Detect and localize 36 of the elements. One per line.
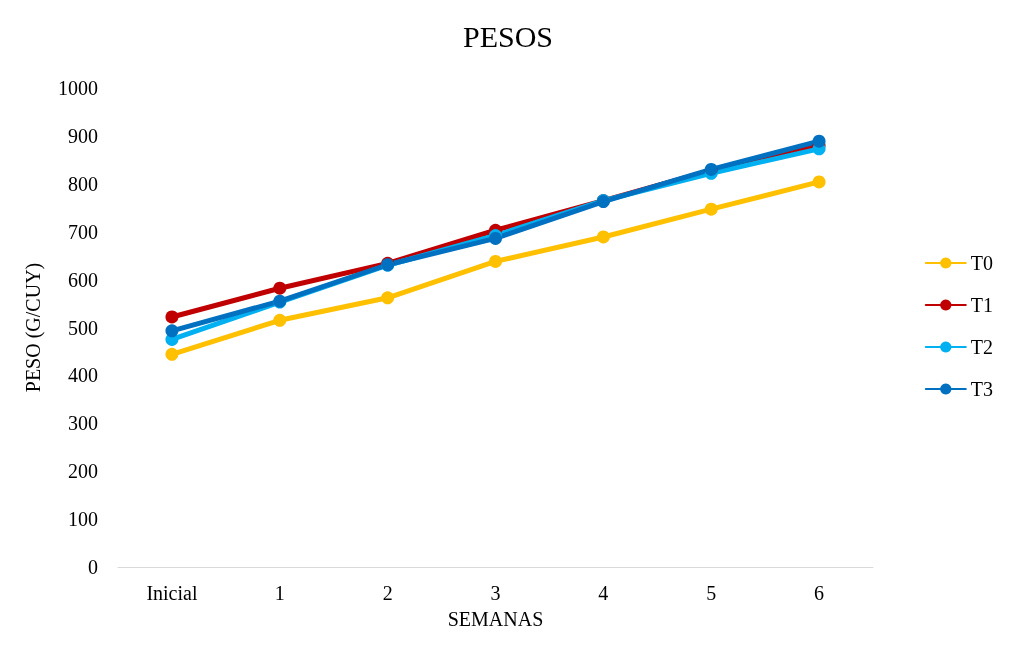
x-tick-label: 4 [598,582,609,604]
x-tick-label: Inicial [146,582,198,604]
point [165,347,179,361]
legend-label: T2 [970,336,993,358]
x-axis-title: SEMANAS [447,608,544,630]
point [381,291,395,305]
y-tick-label: 700 [68,220,98,243]
y-tick-label: 100 [68,508,98,531]
point [704,202,718,216]
y-axis-title: PESO (G/CUY) [22,262,45,393]
x-tick-label: 3 [490,582,501,604]
point [165,324,179,338]
y-tick-label: 0 [88,556,98,578]
x-tick-label: 1 [274,582,285,604]
y-tick-label: 600 [68,268,98,291]
y-tick-label: 500 [68,316,98,339]
x-tick-label: 5 [706,582,717,604]
point [165,310,179,324]
chart-title: PESOS [462,19,554,53]
y-tick-label: 400 [68,364,98,387]
y-tick-label: 800 [68,172,98,195]
y-tick-label: 1000 [58,77,98,99]
x-tick-label: 2 [382,582,393,604]
point [273,313,287,327]
point [596,230,610,244]
point [812,134,826,148]
legend-label: T0 [970,252,993,274]
y-tick-label: 200 [68,460,98,483]
y-tick-label: 300 [68,412,98,435]
x-tick-label: 6 [814,582,825,604]
y-tick-label: 900 [68,124,98,147]
point [812,175,826,189]
point [489,254,502,268]
legend-label: T1 [970,294,993,316]
legend-label: T3 [970,378,993,400]
point [273,281,287,295]
